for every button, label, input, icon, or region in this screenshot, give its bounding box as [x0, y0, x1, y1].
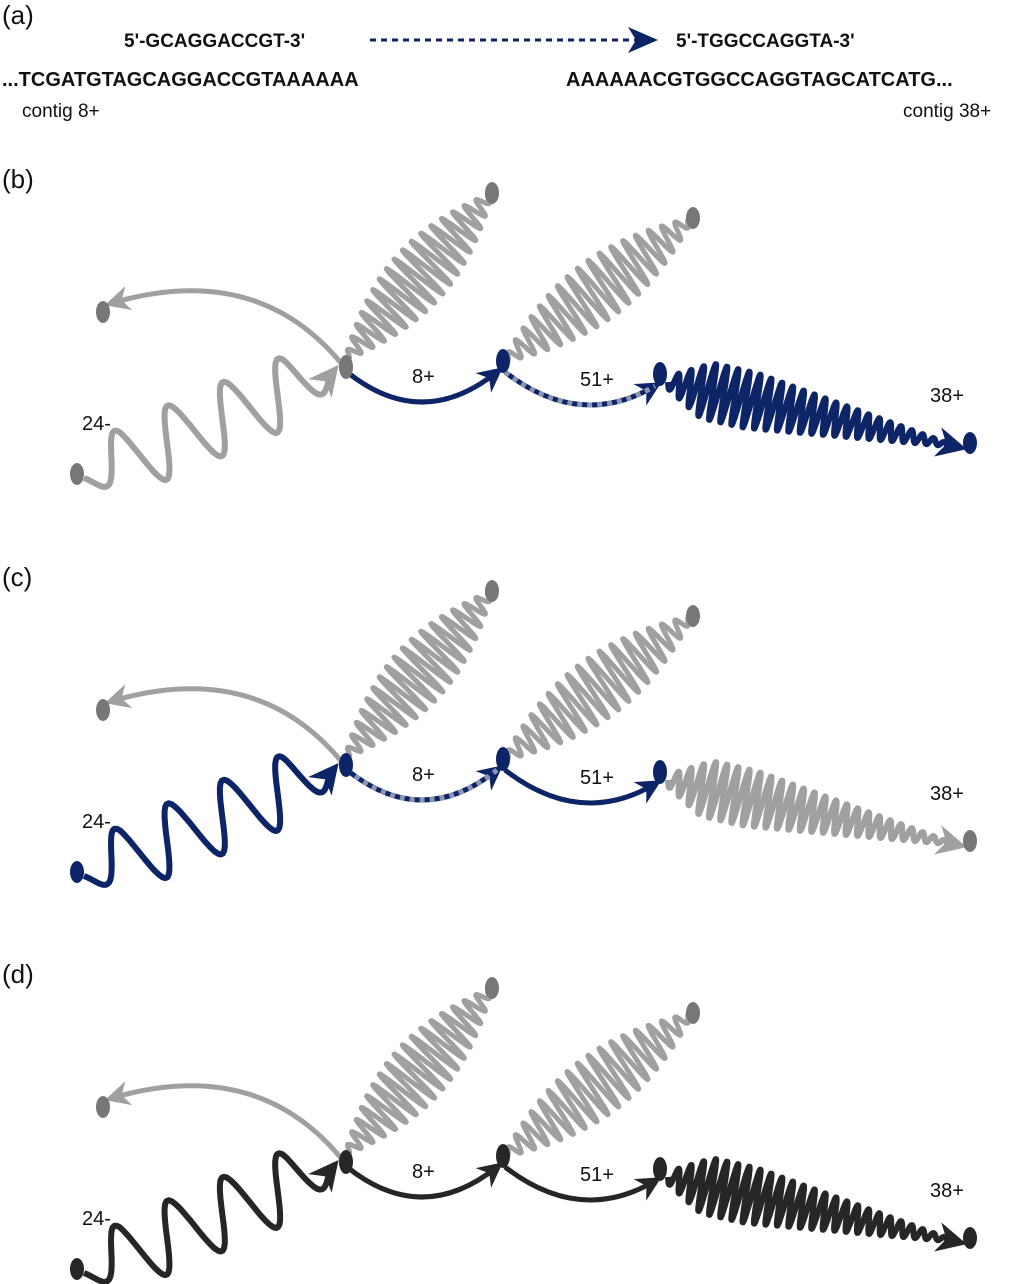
panel-label: (b)	[2, 164, 34, 194]
node-upper-left	[96, 1096, 110, 1118]
edge-51	[503, 1165, 662, 1203]
edge-8-dash-overlay	[345, 768, 499, 803]
panel-label: (c)	[2, 562, 32, 592]
label-51: 51+	[580, 767, 614, 789]
node-38-start	[653, 760, 667, 784]
gray-spindle-edge-1	[342, 588, 495, 761]
gray-spindle-edge-2	[501, 1010, 695, 1160]
edge-8	[345, 367, 503, 405]
label-8: 8+	[412, 764, 435, 786]
edge-38	[665, 1156, 967, 1252]
graph-panel-d: (d) 24- 8+ 51+ 38+	[2, 959, 977, 1284]
contig-right-label: contig 38+	[903, 101, 991, 122]
panel-a-label: (a)	[2, 0, 34, 30]
edge-51-dash-overlay	[503, 370, 657, 408]
branch-edge-upper-left	[104, 684, 347, 768]
node-24-start	[70, 1258, 84, 1280]
node-top-2	[686, 605, 700, 627]
edge-24	[82, 355, 339, 490]
branch-edge-upper-left	[104, 286, 347, 370]
gray-spindle-edge-1	[342, 985, 495, 1158]
primer-link-arrowhead	[628, 27, 658, 53]
node-8	[339, 753, 353, 777]
label-38: 38+	[930, 783, 964, 805]
contig-left-label: contig 8+	[22, 101, 100, 122]
edge-24	[82, 753, 339, 888]
label-51: 51+	[580, 369, 614, 391]
node-38-start	[653, 362, 667, 386]
graph-panel-c: (c) 24- 8+ 51+ 38+	[2, 562, 977, 888]
edge-38	[665, 759, 967, 855]
node-upper-left	[96, 301, 110, 323]
node-24-start	[70, 861, 84, 883]
node-8	[339, 1150, 353, 1174]
label-38: 38+	[930, 385, 964, 407]
node-24-start	[70, 463, 84, 485]
edge-38	[665, 361, 967, 457]
node-top-1	[485, 182, 499, 204]
branch-edge-upper-left	[104, 1081, 347, 1165]
node-upper-left	[96, 699, 110, 721]
edge-8	[345, 1162, 503, 1200]
node-38-end	[963, 1227, 977, 1249]
sequence-right: AAAAAACGTGGCCAGGTAGCATCATG...	[566, 69, 953, 91]
label-24: 24-	[82, 811, 111, 833]
label-24: 24-	[82, 1208, 111, 1230]
node-top-2	[686, 1002, 700, 1024]
node-51	[496, 1144, 510, 1168]
primer-reverse: 5'-TGGCCAGGTA-3'	[676, 31, 855, 52]
panel-label: (d)	[2, 959, 34, 989]
graph-panel-b: (b) 24- 8+ 51+ 38+	[2, 164, 977, 490]
node-top-1	[485, 580, 499, 602]
node-38-end	[963, 830, 977, 852]
node-8	[339, 355, 353, 379]
node-top-2	[686, 207, 700, 229]
label-38: 38+	[930, 1180, 964, 1202]
node-51	[496, 349, 510, 373]
label-8: 8+	[412, 1161, 435, 1183]
edge-51	[503, 768, 662, 806]
node-top-1	[485, 977, 499, 999]
label-8: 8+	[412, 366, 435, 388]
edge-24	[82, 1150, 339, 1284]
gray-spindle-edge-2	[501, 613, 695, 763]
panel-a: (a) 5'-GCAGGACCGT-3' 5'-TGGCCAGGTA-3' ..…	[2, 0, 991, 122]
node-51	[496, 747, 510, 771]
label-24: 24-	[82, 413, 111, 435]
node-38-start	[653, 1157, 667, 1181]
label-51: 51+	[580, 1164, 614, 1186]
primer-forward: 5'-GCAGGACCGT-3'	[124, 31, 305, 52]
sequence-left: ...TCGATGTAGCAGGACCGTAAAAAA	[2, 69, 359, 91]
gray-spindle-edge-1	[342, 190, 495, 363]
node-38-end	[963, 432, 977, 454]
gray-spindle-edge-2	[501, 215, 695, 365]
